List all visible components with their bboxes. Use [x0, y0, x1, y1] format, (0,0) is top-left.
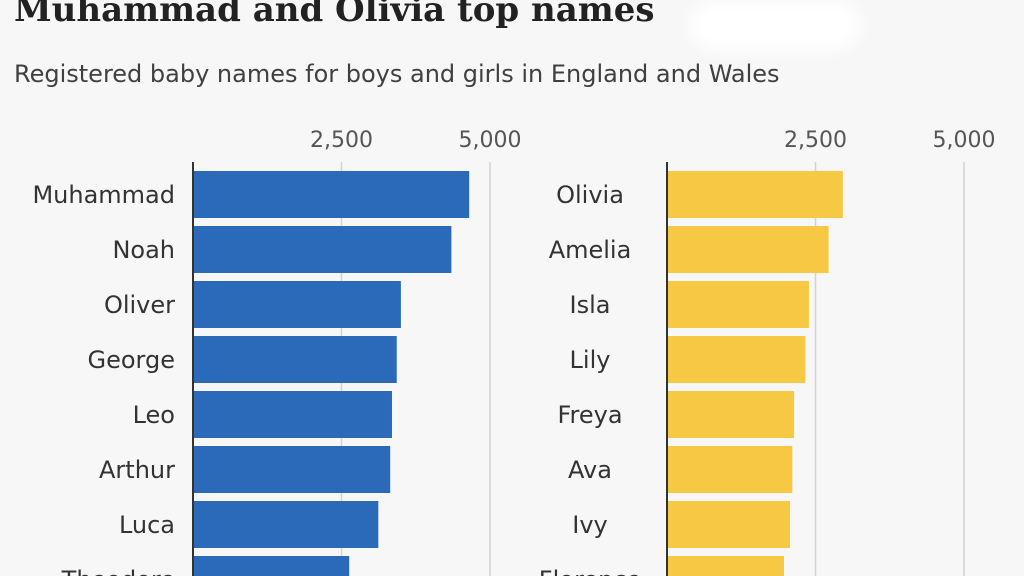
boys-category-label-arthur: Arthur [99, 456, 175, 484]
girls-bar-freya [667, 391, 795, 438]
page-title: Muhammad and Olivia top names [14, 0, 655, 30]
boys-category-label-leo: Leo [133, 401, 175, 429]
girls-bar-chart: 2,500 5,000 Olivia Amelia Isla Lily Freya Ava Iv… [539, 128, 996, 576]
boys-bar-arthur [193, 446, 391, 493]
girls-bar-olivia [667, 171, 843, 218]
girls-category-label-amelia: Amelia [549, 236, 632, 264]
girls-category-label-olivia: Olivia [556, 181, 624, 209]
boys-bar-george [193, 336, 397, 383]
page-subtitle: Registered baby names for boys and girls… [14, 60, 780, 88]
girls-tick-label-1: 5,000 [933, 128, 996, 153]
girls-bar-lily [667, 336, 806, 383]
boys-tick-label-0: 2,500 [310, 128, 373, 153]
girls-category-label-ivy: Ivy [572, 511, 607, 539]
boys-bar-noah [193, 226, 452, 273]
boys-bar-muhammad [193, 171, 470, 218]
girls-tick-label-0: 2,500 [784, 128, 847, 153]
girls-category-label-ava: Ava [568, 456, 612, 484]
girls-bar-ava [667, 446, 793, 493]
boys-category-label-muhammad: Muhammad [32, 181, 175, 209]
boys-category-label-george: George [88, 346, 176, 374]
girls-category-label-isla: Isla [570, 291, 611, 319]
girls-bar-ivy [667, 501, 790, 548]
girls-category-label-florence: Florence [539, 566, 641, 576]
girls-category-label-lily: Lily [570, 346, 611, 374]
girls-category-label-freya: Freya [557, 401, 622, 429]
boys-bar-chart: 2,500 5,000 Muhammad Noah Oliver George Leo Art… [32, 128, 520, 576]
girls-bar-isla [667, 281, 809, 328]
boys-category-label-noah: Noah [112, 236, 175, 264]
boys-bar-theodore [193, 556, 350, 576]
boys-category-label-luca: Luca [119, 511, 175, 539]
boys-category-label-oliver: Oliver [104, 291, 175, 319]
boys-chart-panel: 2,500 5,000 Muhammad Noah Oliver George Leo Art… [0, 110, 520, 576]
girls-chart-panel: 2,500 5,000 Olivia Amelia Isla Lily Freya Ava Iv… [520, 110, 1024, 576]
title-glare [690, 0, 860, 50]
boys-bar-luca [193, 501, 379, 548]
boys-bar-leo [193, 391, 392, 438]
boys-tick-label-1: 5,000 [459, 128, 520, 153]
boys-bar-oliver [193, 281, 401, 328]
girls-bar-florence [667, 556, 785, 576]
boys-category-label-theodore: Theodore [61, 566, 175, 576]
girls-bar-amelia [667, 226, 829, 273]
